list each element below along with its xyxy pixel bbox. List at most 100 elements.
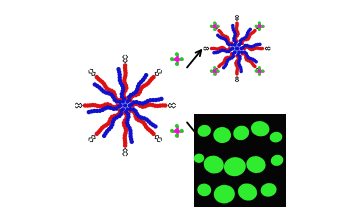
Circle shape (124, 69, 127, 72)
Circle shape (154, 125, 157, 128)
Circle shape (214, 22, 215, 24)
Circle shape (124, 74, 127, 77)
Circle shape (126, 101, 129, 103)
Circle shape (248, 57, 250, 59)
Circle shape (134, 110, 137, 113)
Circle shape (211, 70, 212, 72)
Circle shape (125, 110, 128, 113)
Circle shape (118, 100, 121, 103)
Circle shape (254, 47, 256, 49)
Circle shape (231, 57, 233, 59)
Circle shape (217, 70, 219, 72)
Circle shape (232, 24, 234, 27)
Circle shape (252, 48, 255, 50)
Circle shape (116, 114, 119, 117)
Circle shape (161, 104, 164, 107)
Circle shape (109, 126, 113, 128)
Circle shape (152, 124, 154, 127)
Circle shape (130, 96, 132, 99)
Circle shape (113, 118, 116, 121)
Circle shape (211, 47, 213, 50)
Circle shape (164, 104, 167, 107)
Circle shape (171, 130, 173, 132)
Circle shape (239, 66, 242, 68)
Circle shape (227, 41, 229, 43)
Circle shape (258, 47, 260, 49)
Circle shape (123, 124, 126, 127)
Circle shape (100, 127, 103, 130)
Circle shape (251, 32, 253, 34)
Circle shape (258, 25, 260, 27)
Circle shape (262, 25, 264, 27)
Circle shape (129, 99, 132, 102)
Circle shape (122, 87, 125, 90)
Circle shape (136, 85, 139, 88)
Circle shape (104, 85, 107, 88)
Circle shape (124, 104, 127, 107)
Ellipse shape (261, 183, 276, 197)
Circle shape (108, 128, 111, 131)
Circle shape (249, 58, 252, 60)
Circle shape (112, 107, 115, 110)
Circle shape (123, 119, 126, 122)
Circle shape (101, 108, 104, 111)
Circle shape (103, 83, 105, 85)
Ellipse shape (251, 121, 269, 136)
Circle shape (219, 31, 221, 33)
Circle shape (258, 70, 260, 72)
Circle shape (145, 83, 148, 86)
Circle shape (151, 104, 154, 107)
Circle shape (262, 70, 264, 72)
Circle shape (152, 99, 155, 101)
Circle shape (101, 81, 104, 84)
Circle shape (220, 32, 222, 34)
Circle shape (137, 119, 140, 122)
Ellipse shape (270, 132, 282, 142)
Circle shape (141, 78, 145, 81)
Circle shape (127, 124, 130, 127)
Circle shape (124, 97, 127, 100)
Circle shape (149, 99, 152, 102)
Circle shape (125, 87, 128, 89)
Circle shape (136, 88, 139, 91)
Circle shape (135, 117, 138, 120)
Circle shape (227, 59, 229, 61)
Ellipse shape (194, 154, 204, 163)
Ellipse shape (246, 156, 266, 173)
Circle shape (122, 98, 126, 101)
Circle shape (234, 51, 236, 53)
Circle shape (126, 121, 129, 124)
Circle shape (251, 49, 253, 51)
Circle shape (95, 132, 98, 135)
Circle shape (105, 87, 108, 90)
Circle shape (109, 118, 112, 120)
Circle shape (145, 74, 148, 77)
Circle shape (96, 110, 99, 112)
Circle shape (248, 45, 251, 47)
Circle shape (100, 88, 103, 91)
Circle shape (121, 95, 123, 98)
Circle shape (113, 114, 116, 117)
Circle shape (221, 34, 224, 36)
Circle shape (105, 91, 108, 94)
Circle shape (244, 45, 246, 47)
Circle shape (112, 96, 115, 99)
Circle shape (217, 34, 219, 36)
Circle shape (245, 57, 247, 59)
Circle shape (122, 122, 125, 124)
Circle shape (217, 25, 219, 27)
Circle shape (237, 31, 239, 33)
Circle shape (220, 47, 222, 49)
Circle shape (125, 114, 128, 117)
Circle shape (84, 104, 86, 107)
Circle shape (221, 49, 223, 51)
Circle shape (212, 47, 215, 50)
Circle shape (238, 57, 239, 59)
Circle shape (118, 73, 121, 76)
Circle shape (135, 90, 138, 93)
Circle shape (224, 50, 225, 52)
Circle shape (236, 35, 238, 37)
Circle shape (122, 108, 124, 110)
Circle shape (213, 52, 215, 54)
Circle shape (124, 131, 127, 134)
